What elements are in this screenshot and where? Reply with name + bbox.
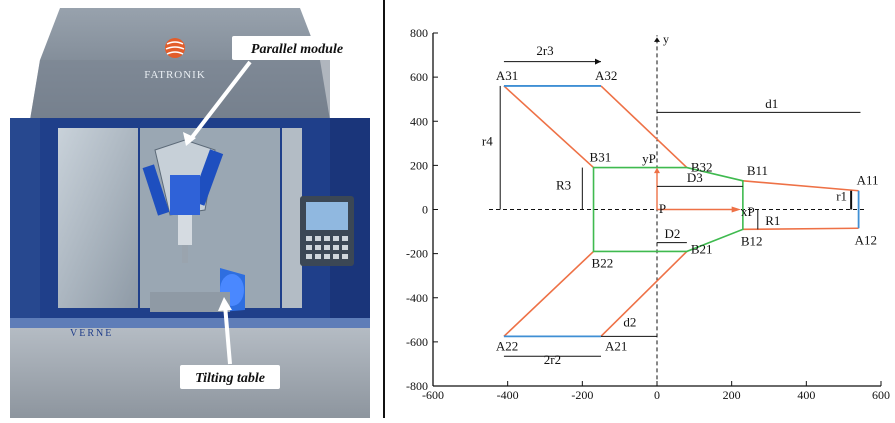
callout-arrow-parallel bbox=[183, 60, 252, 146]
dim-2r3-arrow bbox=[595, 58, 601, 65]
label-A32: A32 bbox=[595, 68, 617, 83]
leg-B12-A12 bbox=[742, 227, 859, 231]
y-tick-label: -600 bbox=[406, 335, 428, 349]
machine-photo: FATRONIK bbox=[0, 0, 383, 418]
callout-box-parallel bbox=[232, 36, 362, 60]
x-tick-label: -400 bbox=[497, 388, 519, 402]
callout-parallel-module: Parallel module bbox=[251, 42, 343, 57]
x-tick-label: 400 bbox=[797, 388, 815, 402]
machine-photo-illustration: FATRONIK bbox=[0, 0, 383, 418]
kinematic-diagram: 800 600 400 200 0 -200 -400 -600 -800 -600 -400 -20… bbox=[383, 0, 895, 418]
label-B11: B11 bbox=[747, 163, 768, 178]
label-d2: d2 bbox=[623, 314, 636, 329]
leg-B22-A22 bbox=[503, 250, 595, 337]
y-tick-label: -400 bbox=[406, 291, 428, 305]
label-A11: A11 bbox=[857, 173, 879, 188]
label-B32: B32 bbox=[691, 160, 713, 175]
left-window bbox=[58, 128, 138, 308]
label-xP: xP bbox=[741, 204, 755, 219]
y-tick-label: 800 bbox=[410, 26, 428, 40]
label-R1: R1 bbox=[765, 213, 780, 228]
xp-arrowhead bbox=[731, 206, 741, 213]
leg-A32-B32 bbox=[600, 85, 688, 169]
y-tick-label: 200 bbox=[410, 158, 428, 172]
x-tick-label: 600 bbox=[872, 388, 890, 402]
y-tick-label: -800 bbox=[406, 379, 428, 393]
y-tick-label: 600 bbox=[410, 70, 428, 84]
label-r1: r1 bbox=[836, 189, 847, 204]
y-tick-label: 400 bbox=[410, 114, 428, 128]
label-yP: yP bbox=[642, 151, 656, 166]
label-B12: B12 bbox=[741, 233, 763, 248]
label-A31: A31 bbox=[496, 68, 518, 83]
label-B21: B21 bbox=[691, 241, 713, 256]
x-tick-label: -600 bbox=[422, 388, 444, 402]
leg-A31-B31 bbox=[503, 85, 595, 169]
tilting-table-icon bbox=[150, 268, 245, 312]
callout-box-tilting bbox=[180, 365, 280, 389]
x-tick-label: 200 bbox=[723, 388, 741, 402]
leg-B21-A21 bbox=[600, 250, 688, 337]
y-tick-label: -200 bbox=[406, 247, 428, 261]
label-D3: D3 bbox=[687, 170, 703, 185]
label-2r3: 2r3 bbox=[536, 43, 553, 58]
y-tick-label: 0 bbox=[422, 203, 428, 217]
label-d1: d1 bbox=[765, 96, 778, 111]
brand-logo-text: FATRONIK bbox=[144, 69, 206, 81]
label-A22: A22 bbox=[496, 338, 518, 353]
label-B31: B31 bbox=[590, 150, 612, 165]
label-B22: B22 bbox=[592, 255, 614, 270]
y-axis-name: y bbox=[663, 32, 669, 46]
x-tick-label: -200 bbox=[571, 388, 593, 402]
x-tick-label: 0 bbox=[654, 388, 660, 402]
brand-logo-icon bbox=[165, 38, 185, 58]
label-R3: R3 bbox=[556, 178, 571, 193]
y-axis-arrow bbox=[654, 37, 660, 42]
callout-arrow-tilting bbox=[218, 297, 232, 365]
control-panel-icon bbox=[300, 196, 354, 266]
label-2r2: 2r2 bbox=[544, 352, 561, 367]
machine-name-text: VERNE bbox=[70, 328, 113, 339]
leg-B11-A11 bbox=[742, 180, 859, 192]
moving-platform bbox=[592, 166, 744, 253]
parallel-module-icon bbox=[142, 139, 224, 263]
label-A12: A12 bbox=[855, 232, 877, 247]
label-P: P bbox=[659, 201, 666, 216]
label-A21: A21 bbox=[605, 338, 627, 353]
label-D2: D2 bbox=[664, 226, 680, 241]
yp-arrowhead bbox=[654, 167, 660, 174]
callout-tilting-table: Tilting table bbox=[195, 371, 265, 386]
label-r4: r4 bbox=[482, 134, 493, 149]
